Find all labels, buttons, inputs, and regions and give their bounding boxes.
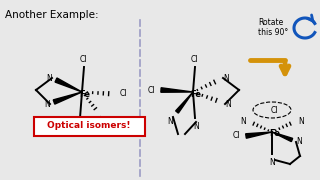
Text: Cl: Cl (79, 55, 87, 64)
Text: Optical isomers!: Optical isomers! (47, 122, 131, 130)
Text: Fe: Fe (190, 89, 202, 98)
Text: N: N (240, 116, 246, 125)
Text: N: N (44, 100, 50, 109)
Text: Cl: Cl (270, 105, 278, 114)
FancyBboxPatch shape (34, 116, 145, 136)
Polygon shape (161, 88, 193, 92)
Text: N: N (223, 73, 229, 82)
Polygon shape (246, 132, 272, 138)
Text: Cl: Cl (148, 86, 155, 94)
Polygon shape (53, 92, 82, 104)
Text: N: N (76, 122, 82, 131)
Text: N: N (298, 116, 304, 125)
Text: Cl: Cl (120, 89, 127, 98)
Text: N: N (269, 158, 275, 167)
Polygon shape (176, 92, 193, 113)
Text: N: N (193, 122, 199, 131)
Polygon shape (272, 132, 293, 142)
Text: Fe: Fe (79, 89, 91, 98)
Text: Cl: Cl (190, 55, 198, 64)
Text: N: N (46, 73, 52, 82)
Text: Another Example:: Another Example: (5, 10, 99, 20)
Text: Fe: Fe (269, 129, 281, 138)
Text: Cl: Cl (233, 132, 240, 141)
Polygon shape (55, 78, 82, 92)
Text: N: N (101, 117, 107, 126)
Text: Rotate
this 90°: Rotate this 90° (258, 18, 288, 37)
Text: N: N (167, 117, 173, 126)
Text: N: N (225, 100, 231, 109)
Text: N: N (296, 138, 302, 147)
